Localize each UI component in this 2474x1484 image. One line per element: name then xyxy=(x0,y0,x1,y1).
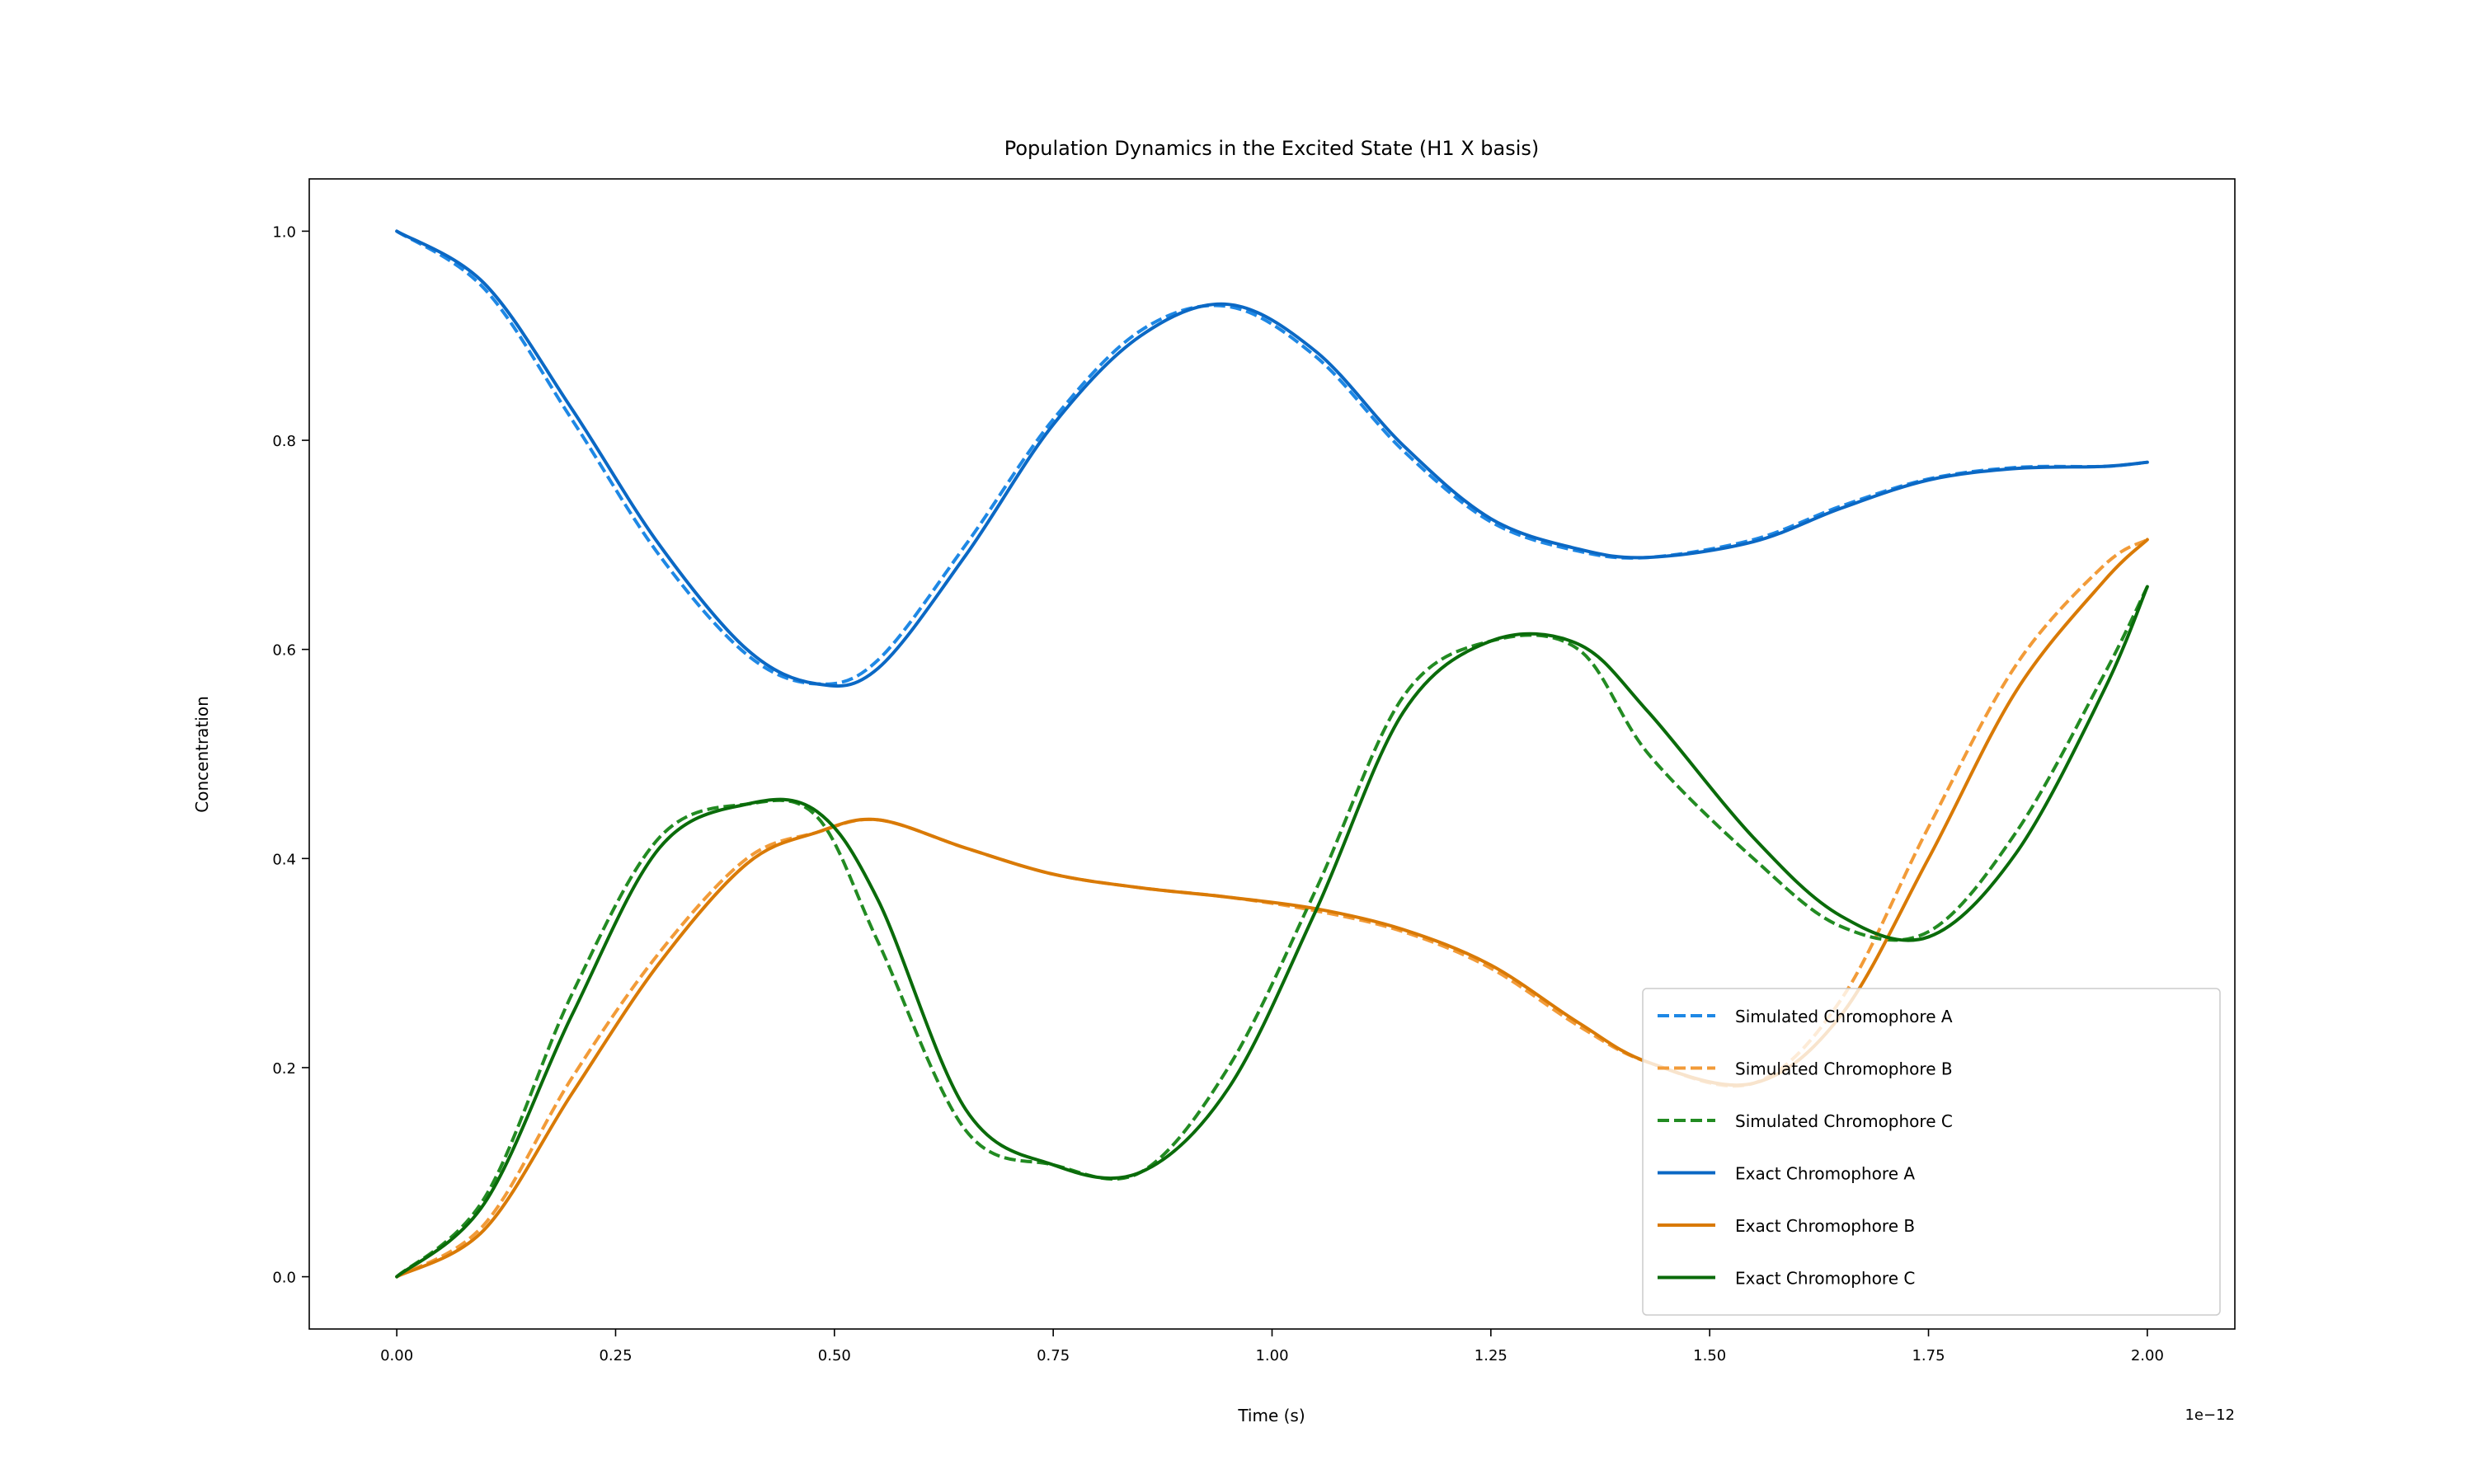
x-tick-label: 0.50 xyxy=(818,1347,851,1364)
legend-label: Simulated Chromophore B xyxy=(1735,1059,1953,1079)
x-axis-offset-label: 1e−12 xyxy=(2185,1407,2235,1424)
legend-label: Simulated Chromophore A xyxy=(1735,1007,1953,1026)
y-axis-label: Concentration xyxy=(192,696,212,812)
legend: Simulated Chromophore A Simulated Chromop… xyxy=(1642,988,2221,1316)
y-tick-label: 0.8 xyxy=(272,433,296,450)
series-line-simulated-chromophore-b xyxy=(396,538,2148,1279)
x-tick-label: 1.75 xyxy=(1912,1347,1945,1364)
x-tick-label: 0.25 xyxy=(599,1347,632,1364)
x-tick-label: 2.00 xyxy=(2131,1347,2164,1364)
y-tick-label: 0.0 xyxy=(272,1270,296,1287)
x-tick-label: 1.00 xyxy=(1255,1347,1288,1364)
series-line-exact-chromophore-c xyxy=(395,585,2149,1279)
y-tick-label: 0.4 xyxy=(272,851,296,868)
series-line-exact-chromophore-a xyxy=(395,229,2149,688)
x-tick-label: 0.00 xyxy=(380,1347,413,1364)
plot-frame xyxy=(308,178,2236,1330)
legend-label: Simulated Chromophore C xyxy=(1735,1111,1953,1131)
ticks-layer: 0.00 0.25 0.50 0.75 1.00 1.25 1.50 1.75 2.00 0.0 0… xyxy=(272,223,2164,1364)
x-tick-label: 0.75 xyxy=(1037,1347,1070,1364)
legend-label: Exact Chromophore A xyxy=(1735,1164,1915,1184)
y-tick-label: 0.2 xyxy=(272,1060,296,1078)
y-tick-label: 1.0 xyxy=(272,223,296,241)
x-tick-label: 1.25 xyxy=(1475,1347,1507,1364)
chart-title: Population Dynamics in the Excited State… xyxy=(1004,137,1540,160)
legend-label: Exact Chromophore C xyxy=(1735,1269,1915,1289)
series-line-exact-chromophore-b xyxy=(395,538,2149,1279)
legend-label: Exact Chromophore B xyxy=(1735,1216,1915,1236)
x-axis-label: Time (s) xyxy=(1237,1406,1305,1425)
legend-box xyxy=(1642,988,2221,1316)
series-layer xyxy=(395,229,2149,1279)
series-line-simulated-chromophore-c xyxy=(395,585,2149,1279)
x-tick-label: 1.50 xyxy=(1693,1347,1726,1364)
y-tick-label: 0.6 xyxy=(272,642,296,660)
